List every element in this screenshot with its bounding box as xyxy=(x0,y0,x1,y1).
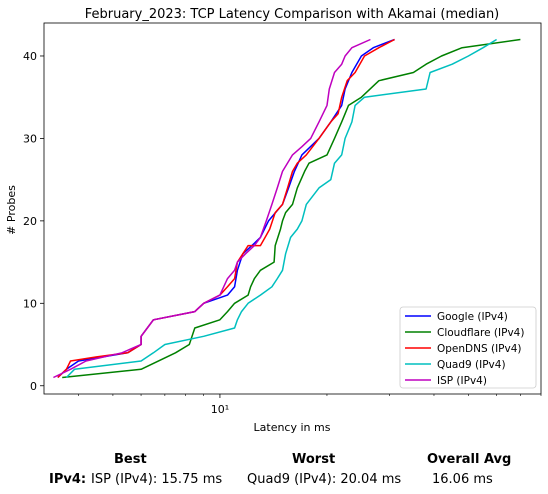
series-line xyxy=(57,38,395,379)
x-axis-ticks: 10¹ xyxy=(78,394,542,416)
y-axis-ticks: 0 10 20 30 40 xyxy=(23,50,44,393)
legend-label: ISP (IPv4) xyxy=(437,375,487,387)
plot-area xyxy=(43,22,542,395)
y-tick-label: 40 xyxy=(23,50,37,63)
legend-box xyxy=(399,306,537,389)
y-tick-label: 30 xyxy=(23,132,37,145)
latency-cdf-chart: February_2023: TCP Latency Comparison wi… xyxy=(5,7,542,434)
legend-label: Cloudflare (IPv4) xyxy=(437,327,524,339)
best-value: ISP (IPv4): 15.75 ms xyxy=(91,472,223,487)
legend: Google (IPv4) Cloudflare (IPv4) OpenDNS (I… xyxy=(399,306,537,389)
best-header: Best xyxy=(114,452,147,467)
legend-label: OpenDNS (IPv4) xyxy=(437,343,522,355)
ipv4-row-label: IPv4: xyxy=(49,472,87,487)
legend-label: Google (IPv4) xyxy=(437,311,508,323)
y-tick-label: 0 xyxy=(30,380,37,393)
chart-title: February_2023: TCP Latency Comparison wi… xyxy=(85,7,500,22)
x-tick-label: 10¹ xyxy=(211,403,229,416)
series-line xyxy=(62,38,521,379)
legend-label: Quad9 (IPv4) xyxy=(437,359,506,371)
x-axis-label: Latency in ms xyxy=(254,421,331,434)
worst-value: Quad9 (IPv4): 20.04 ms xyxy=(247,472,402,487)
worst-header: Worst xyxy=(292,452,336,467)
y-axis-label: # Probes xyxy=(5,185,18,235)
overall-avg-value: 16.06 ms xyxy=(432,472,493,487)
overall-avg-header: Overall Avg xyxy=(427,452,512,467)
latency-summary: Best Worst Overall Avg IPv4: ISP (IPv4):… xyxy=(0,446,548,494)
series-lines xyxy=(53,38,521,379)
series-line xyxy=(65,38,497,379)
series-line xyxy=(53,38,371,379)
y-tick-label: 10 xyxy=(23,297,37,310)
y-tick-label: 20 xyxy=(23,215,37,228)
